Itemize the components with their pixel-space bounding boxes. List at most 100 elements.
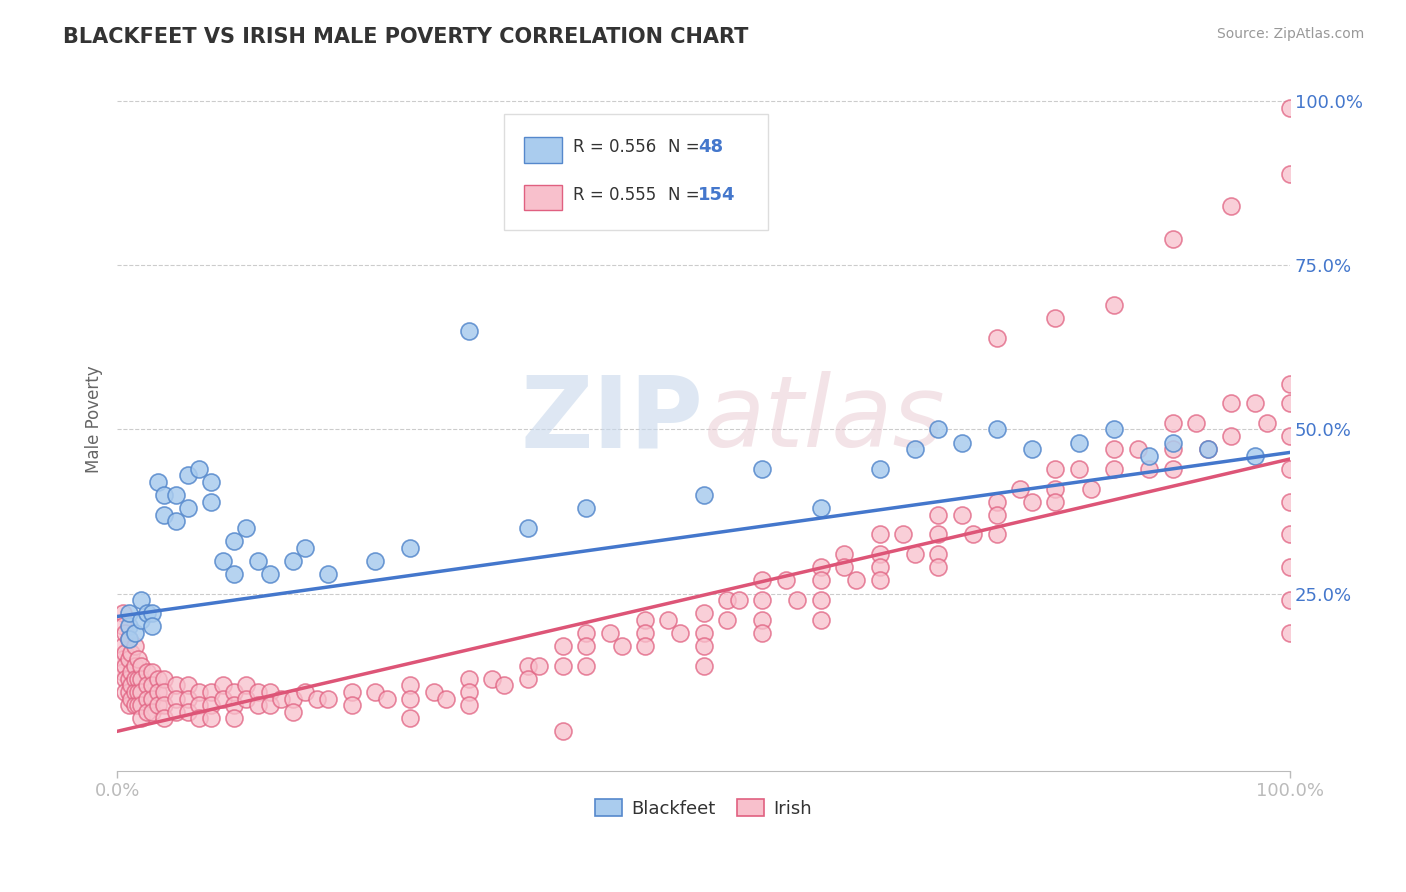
- Point: [399, 691, 422, 706]
- Point: [1067, 462, 1090, 476]
- Point: [281, 705, 304, 719]
- Point: [1080, 482, 1102, 496]
- Point: [124, 698, 146, 712]
- Point: [1045, 310, 1067, 325]
- Point: [1137, 462, 1160, 476]
- Point: [153, 685, 176, 699]
- Point: [141, 665, 163, 680]
- Point: [375, 691, 398, 706]
- Point: [1279, 167, 1302, 181]
- Point: [1279, 429, 1302, 443]
- Point: [927, 560, 949, 574]
- Point: [575, 626, 598, 640]
- Point: [1243, 396, 1265, 410]
- Point: [551, 639, 574, 653]
- Point: [235, 521, 257, 535]
- Point: [551, 724, 574, 739]
- Point: [516, 658, 538, 673]
- Point: [458, 698, 481, 712]
- Point: [775, 574, 797, 588]
- Point: [141, 705, 163, 719]
- Point: [834, 560, 856, 574]
- Point: [551, 658, 574, 673]
- Point: [114, 685, 136, 699]
- Point: [165, 488, 187, 502]
- Point: [127, 672, 149, 686]
- Point: [1045, 462, 1067, 476]
- Point: [148, 685, 170, 699]
- Point: [1126, 442, 1149, 457]
- Point: [129, 685, 152, 699]
- Point: [1161, 435, 1184, 450]
- Point: [869, 574, 891, 588]
- Text: N =: N =: [668, 186, 706, 204]
- Point: [364, 554, 387, 568]
- Point: [141, 678, 163, 692]
- Point: [141, 606, 163, 620]
- Point: [340, 698, 363, 712]
- Point: [235, 678, 257, 692]
- Point: [165, 691, 187, 706]
- Point: [176, 501, 198, 516]
- Point: [751, 574, 773, 588]
- Point: [246, 685, 269, 699]
- Point: [986, 527, 1008, 541]
- Point: [114, 658, 136, 673]
- Point: [927, 422, 949, 436]
- Point: [1102, 298, 1125, 312]
- Point: [127, 685, 149, 699]
- Y-axis label: Male Poverty: Male Poverty: [86, 366, 103, 474]
- Point: [692, 639, 714, 653]
- Point: [246, 554, 269, 568]
- Point: [950, 508, 973, 522]
- Point: [118, 632, 141, 647]
- Point: [135, 705, 157, 719]
- Point: [1161, 232, 1184, 246]
- Point: [458, 672, 481, 686]
- FancyBboxPatch shape: [524, 137, 561, 162]
- Point: [118, 652, 141, 666]
- Point: [1220, 429, 1243, 443]
- Point: [129, 613, 152, 627]
- Point: [1279, 376, 1302, 391]
- Point: [124, 626, 146, 640]
- Point: [294, 685, 316, 699]
- Point: [148, 672, 170, 686]
- Point: [751, 462, 773, 476]
- Point: [1279, 593, 1302, 607]
- Point: [118, 606, 141, 620]
- Point: [153, 508, 176, 522]
- Text: atlas: atlas: [703, 371, 945, 468]
- Point: [124, 639, 146, 653]
- Point: [114, 626, 136, 640]
- Point: [516, 521, 538, 535]
- Point: [434, 691, 457, 706]
- Point: [224, 566, 246, 581]
- Point: [891, 527, 914, 541]
- Point: [112, 639, 135, 653]
- Point: [135, 678, 157, 692]
- Point: [1243, 449, 1265, 463]
- Point: [751, 626, 773, 640]
- Point: [575, 501, 598, 516]
- Point: [118, 685, 141, 699]
- Text: 48: 48: [697, 138, 723, 156]
- Point: [120, 665, 142, 680]
- Point: [200, 698, 222, 712]
- Point: [904, 547, 927, 561]
- Text: N =: N =: [668, 138, 706, 156]
- Point: [458, 324, 481, 338]
- Point: [1102, 422, 1125, 436]
- Point: [176, 678, 198, 692]
- Point: [1279, 494, 1302, 508]
- Point: [1067, 435, 1090, 450]
- Point: [1010, 482, 1032, 496]
- Point: [1279, 626, 1302, 640]
- Point: [141, 619, 163, 633]
- Point: [114, 672, 136, 686]
- Point: [716, 613, 738, 627]
- Point: [657, 613, 679, 627]
- Text: R = 0.555: R = 0.555: [574, 186, 657, 204]
- Point: [364, 685, 387, 699]
- FancyBboxPatch shape: [505, 114, 768, 230]
